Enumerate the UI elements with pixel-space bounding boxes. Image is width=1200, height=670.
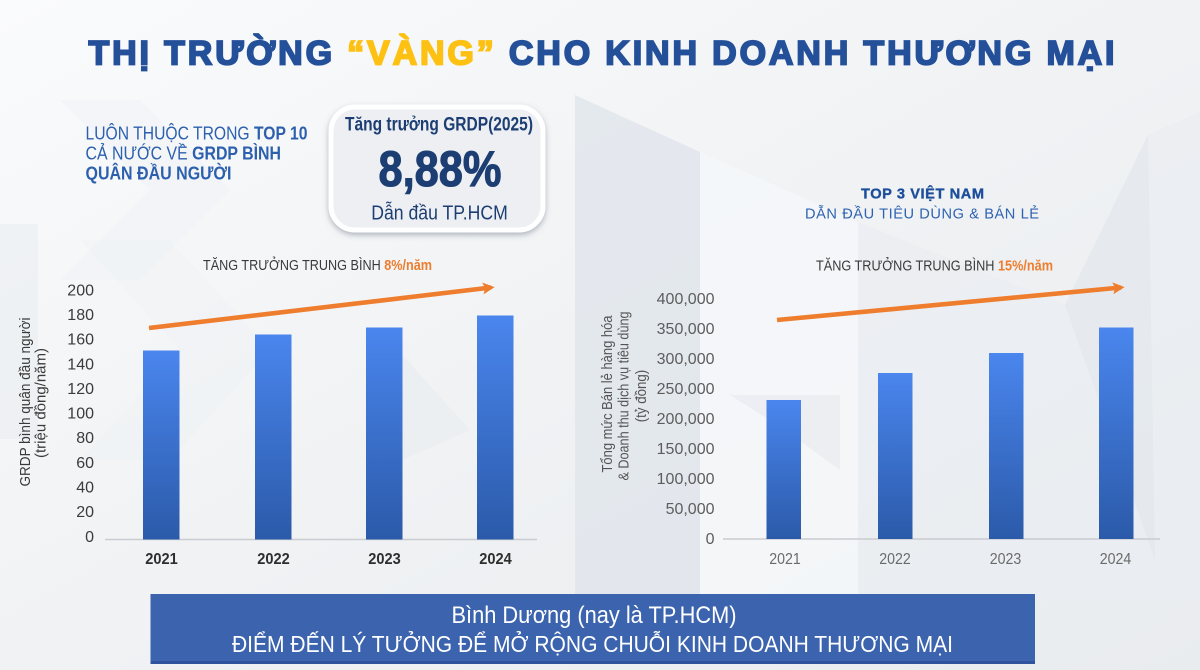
svg-text:(triệu đồng/năm): (triệu đồng/năm) [34,348,50,458]
svg-text:80: 80 [76,430,94,447]
svg-text:Bình Dương (nay là TP.HCM): Bình Dương (nay là TP.HCM) [452,602,737,629]
svg-text:Dẫn đầu TP.HCM: Dẫn đầu TP.HCM [371,202,508,225]
svg-text:THỊ TRƯỜNG “VÀNG” CHO KINH DOA: THỊ TRƯỜNG “VÀNG” CHO KINH DOANH THƯƠNG … [89,35,1115,73]
svg-text:2021: 2021 [145,551,178,568]
svg-text:DẪN ĐẦU TIÊU DÙNG & BÁN LẺ: DẪN ĐẦU TIÊU DÙNG & BÁN LẺ [805,206,1039,223]
svg-text:QUÂN ĐẦU NGƯỜI: QUÂN ĐẦU NGƯỜI [86,162,232,183]
svg-text:8,88%: 8,88% [379,141,502,197]
svg-text:180: 180 [67,307,94,324]
svg-text:350,000: 350,000 [657,321,715,338]
svg-text:60: 60 [76,455,94,472]
svg-text:CẢ NƯỚC VỀ GRDP BÌNH: CẢ NƯỚC VỀ GRDP BÌNH [86,142,282,163]
svg-text:2024: 2024 [1100,551,1132,568]
svg-text:Tăng trưởng GRDP(2025): Tăng trưởng GRDP(2025) [345,114,533,135]
svg-text:0: 0 [85,529,94,546]
svg-text:Tổng mức Bán lẻ hàng hóa: Tổng mức Bán lẻ hàng hóa [600,315,616,473]
svg-text:2022: 2022 [879,551,911,568]
svg-text:LUÔN THUỘC TRONG TOP 10: LUÔN THUỘC TRONG TOP 10 [86,122,308,143]
svg-text:2021: 2021 [769,551,801,568]
svg-text:& Doanh thu dịch vụ tiêu dùng: & Doanh thu dịch vụ tiêu dùng [617,312,633,481]
svg-text:300,000: 300,000 [657,351,715,368]
svg-text:2024: 2024 [479,551,512,568]
svg-text:2022: 2022 [257,551,290,568]
svg-text:TĂNG TRƯỞNG TRUNG BÌNH 15%/năm: TĂNG TRƯỞNG TRUNG BÌNH 15%/năm [816,257,1053,275]
svg-text:120: 120 [67,381,94,398]
svg-text:2023: 2023 [990,551,1022,568]
svg-text:250,000: 250,000 [657,381,715,398]
svg-text:400,000: 400,000 [657,291,715,308]
svg-text:200: 200 [67,282,94,299]
svg-text:50,000: 50,000 [666,501,715,518]
svg-text:0: 0 [706,531,715,548]
svg-text:GRDP bình quân đầu người: GRDP bình quân đầu người [18,318,34,487]
svg-text:TOP 3 VIỆT NAM: TOP 3 VIỆT NAM [861,185,984,203]
svg-text:TĂNG TRƯỞNG TRUNG BÌNH 8%/năm: TĂNG TRƯỞNG TRUNG BÌNH 8%/năm [203,256,432,274]
svg-text:2023: 2023 [368,551,401,568]
svg-text:(tỷ đồng): (tỷ đồng) [634,370,650,423]
svg-text:20: 20 [76,504,94,521]
svg-text:160: 160 [67,332,94,349]
svg-text:150,000: 150,000 [657,441,715,458]
svg-text:100,000: 100,000 [657,471,715,488]
svg-text:100: 100 [67,406,94,423]
svg-text:ĐIỂM ĐẾN LÝ TƯỞNG ĐỂ MỞ RỘNG C: ĐIỂM ĐẾN LÝ TƯỞNG ĐỂ MỞ RỘNG CHUỖI KINH … [232,629,953,657]
svg-text:140: 140 [67,356,94,373]
svg-text:40: 40 [76,480,94,497]
svg-text:200,000: 200,000 [657,411,715,428]
